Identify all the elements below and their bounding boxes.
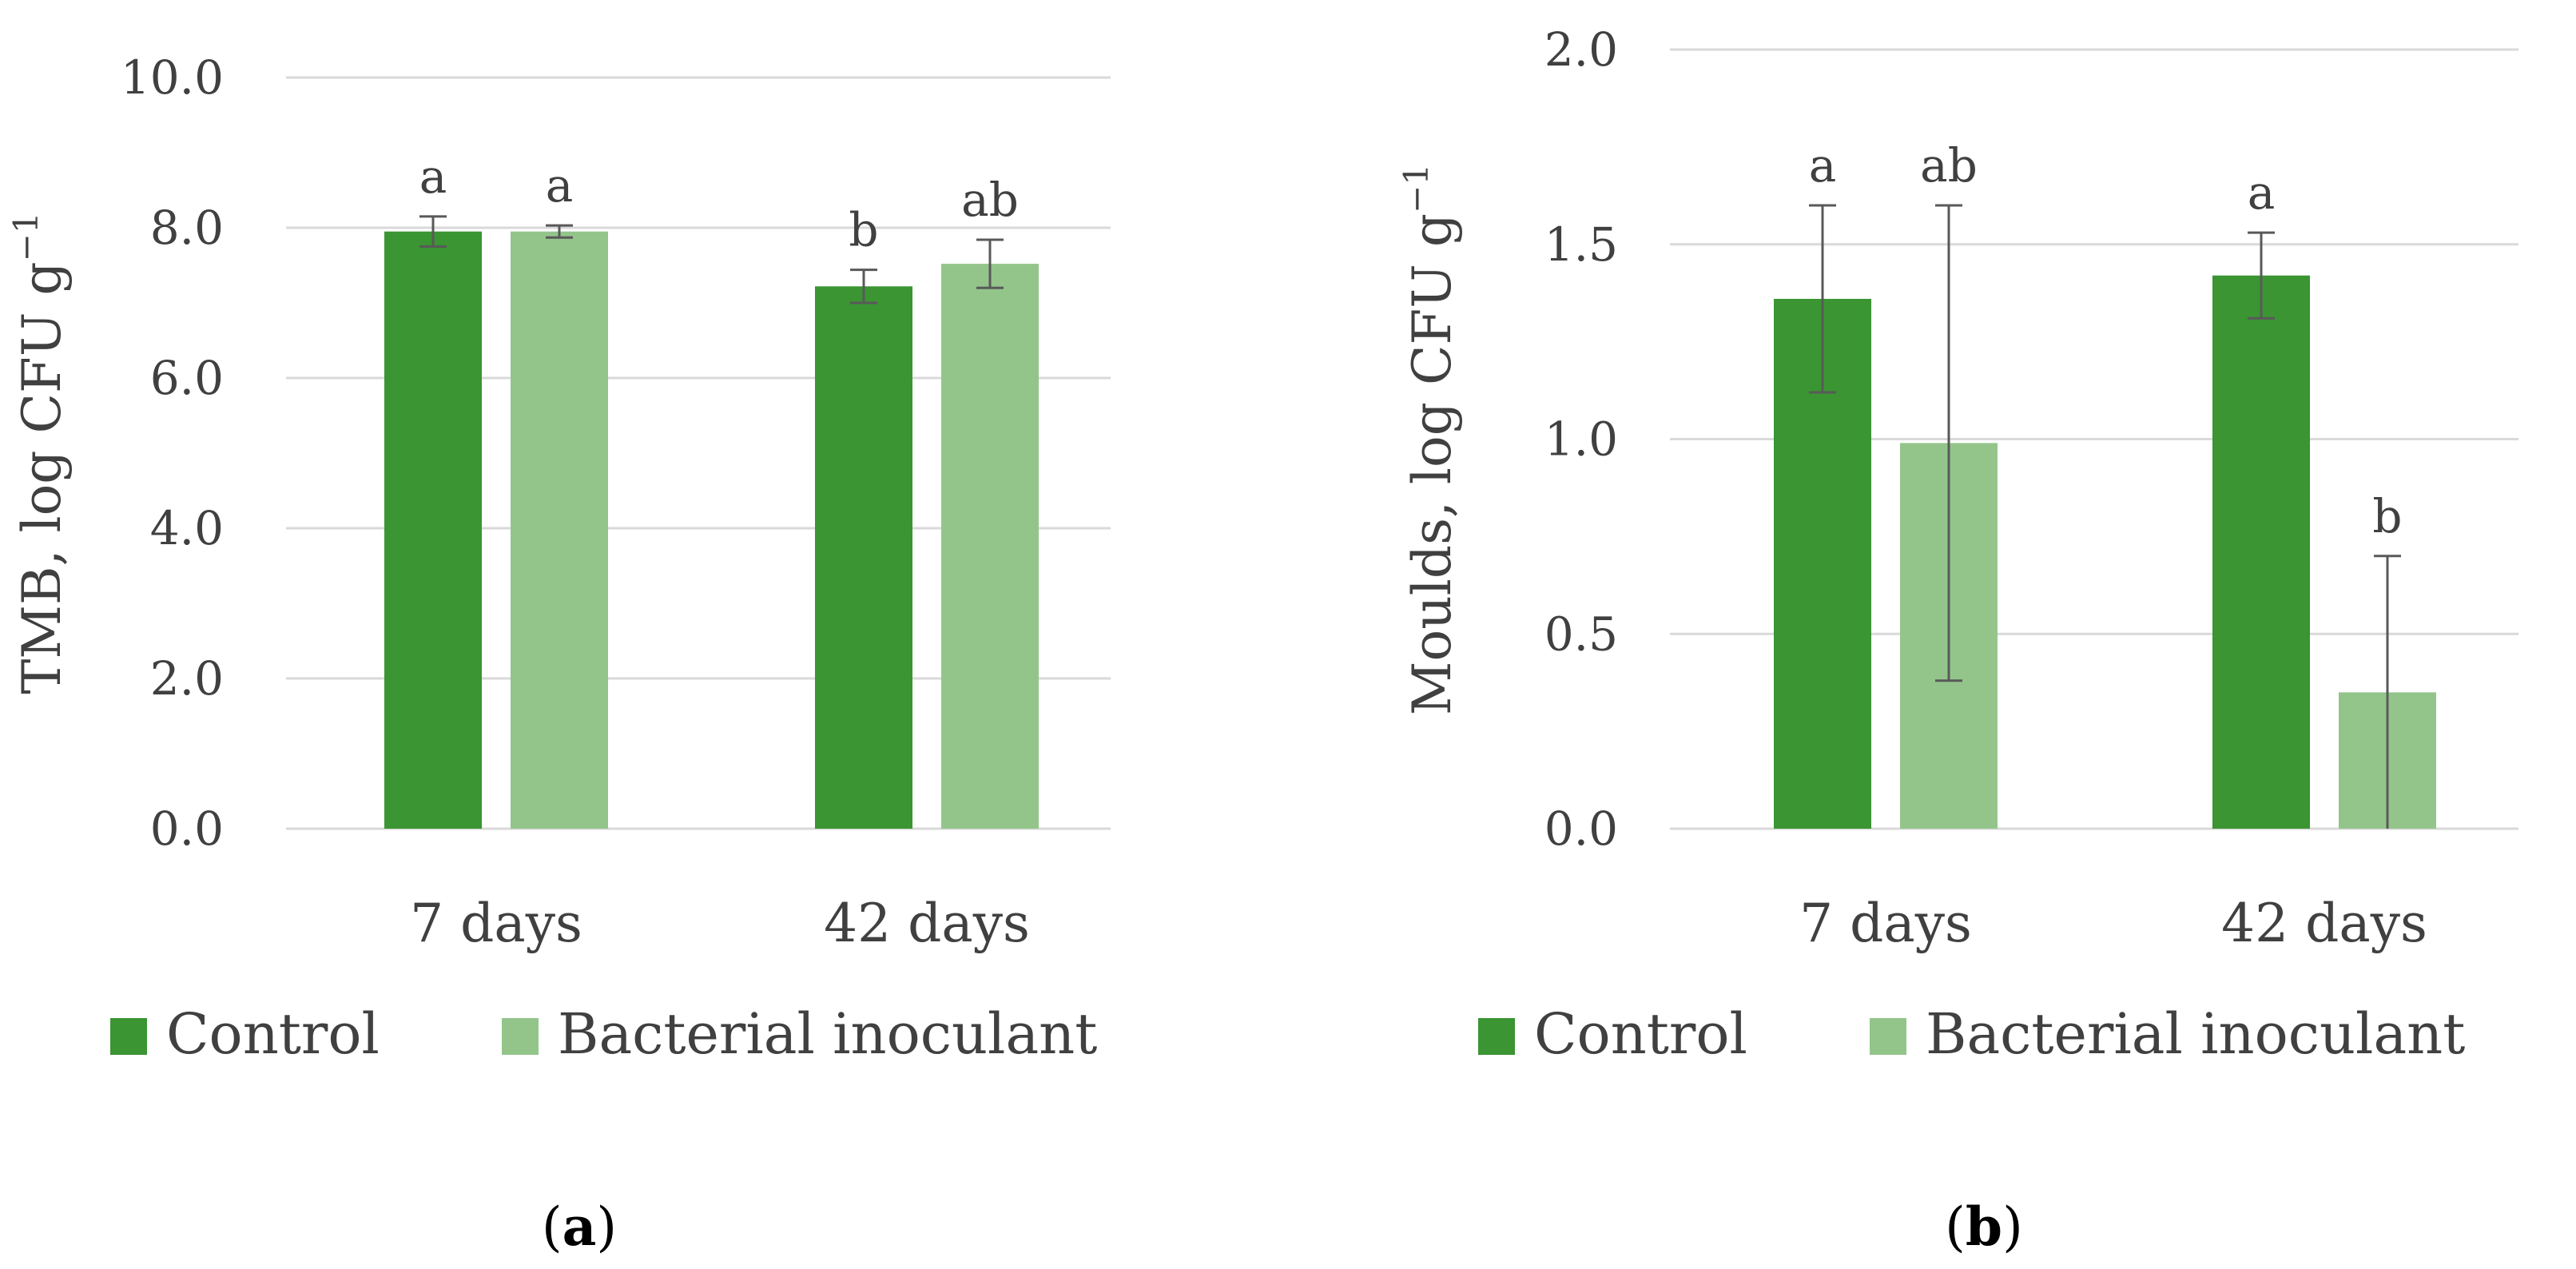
bar [511,231,608,829]
legend-swatch [110,1018,147,1055]
y-axis-label: TMB, log CFU g−1 [6,212,73,694]
significance-label: ab [1920,138,1978,193]
legend-label: Bacterial inoculant [1926,1001,2465,1067]
bar [815,286,912,829]
y-tick-label: 10.0 [121,50,224,105]
significance-label: a [1809,138,1837,193]
significance-label: b [2372,489,2402,543]
y-tick-label: 0.0 [150,802,224,856]
panel-caption-a: (a) [542,1195,617,1258]
x-tick-label: 7 days [410,893,582,954]
x-tick-label: 42 days [2221,893,2427,954]
y-tick-label: 2.0 [150,651,224,706]
y-tick-label: 1.5 [1544,217,1618,272]
bar [2212,275,2310,829]
y-tick-label: 2.0 [1544,22,1618,77]
significance-label: a [546,158,574,213]
panel-caption-b: (b) [1945,1195,2023,1258]
bar [384,231,482,829]
legend-label: Control [166,1001,380,1067]
y-tick-label: 4.0 [150,501,224,555]
bar [941,264,1039,829]
significance-label: a [419,149,447,204]
y-tick-label: 0.5 [1544,607,1618,661]
legend-swatch [1870,1018,1906,1055]
x-tick-label: 42 days [824,893,1030,954]
legend-label: Bacterial inoculant [558,1001,1097,1067]
x-tick-label: 7 days [1799,893,1972,954]
significance-label: a [2248,165,2276,220]
chart-a: 0.0 2.0 4.0 6.0 8.0 10.0 a a 7 days b ab 42 days TMB… [6,50,1111,1067]
significance-label: b [849,203,878,257]
legend-label: Control [1534,1001,1747,1067]
y-tick-label: 1.0 [1544,412,1618,467]
y-tick-label: 6.0 [150,351,224,405]
y-tick-label: 8.0 [150,201,224,255]
y-tick-label: 0.0 [1544,802,1618,856]
legend-swatch [502,1018,539,1055]
significance-label: ab [961,173,1019,227]
y-axis-label: Moulds, log CFU g−1 [1397,164,1463,715]
legend-swatch [1478,1018,1515,1055]
